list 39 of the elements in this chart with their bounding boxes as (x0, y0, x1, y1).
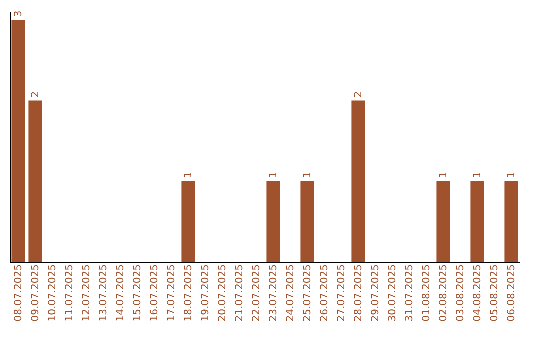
x-tick-label: 03.08.2025 (456, 264, 466, 322)
x-tick-label: 22.07.2025 (252, 264, 262, 322)
x-tick-label: 21.07.2025 (234, 264, 246, 322)
x-tick-label: 13.07.2025 (98, 264, 110, 322)
data-label: 2 (354, 91, 364, 98)
x-tick-label: 01.08.2025 (422, 264, 432, 322)
x-tick-label: 10.07.2025 (48, 264, 58, 322)
data-label: 1 (472, 172, 484, 178)
x-tick-label: 23.07.2025 (268, 264, 280, 322)
data-label: 1 (438, 172, 450, 178)
data-label: 1 (184, 172, 194, 178)
x-tick-label: 27.07.2025 (336, 264, 348, 322)
data-label: 2 (30, 91, 42, 98)
x-tick-label: 15.07.2025 (132, 264, 144, 322)
x-tick-label: 29.07.2025 (370, 264, 382, 322)
data-label: 1 (506, 172, 518, 178)
x-tick-label: 06.08.2025 (506, 264, 518, 322)
x-tick-label: 17.07.2025 (166, 264, 178, 322)
x-tick-label: 12.07.2025 (82, 264, 92, 322)
x-tick-label: 09.07.2025 (30, 264, 42, 322)
data-label: 3 (14, 10, 24, 18)
x-tick-label: 26.07.2025 (320, 264, 330, 322)
x-tick-label: 20.07.2025 (218, 264, 228, 322)
x-tick-label: 19.07.2025 (200, 264, 212, 322)
x-tick-label: 05.08.2025 (490, 264, 500, 322)
x-tick-label: 24.07.2025 (286, 264, 296, 322)
data-label: 1 (268, 172, 280, 178)
x-tick-label: 08.07.2025 (14, 264, 24, 322)
x-tick-label: 16.07.2025 (150, 264, 160, 322)
x-tick-label: 31.07.2025 (404, 264, 416, 322)
x-tick-label: 25.07.2025 (302, 264, 314, 322)
x-tick-label: 04.08.2025 (472, 264, 484, 322)
x-tick-label: 11.07.2025 (64, 264, 76, 322)
x-tick-label: 14.07.2025 (116, 264, 126, 322)
x-tick-label: 02.08.2025 (438, 264, 450, 322)
x-tick-label: 28.07.2025 (354, 264, 364, 322)
data-label: 1 (302, 172, 314, 178)
x-tick-label: 30.07.2025 (388, 264, 398, 322)
x-tick-label: 18.07.2025 (184, 264, 194, 322)
